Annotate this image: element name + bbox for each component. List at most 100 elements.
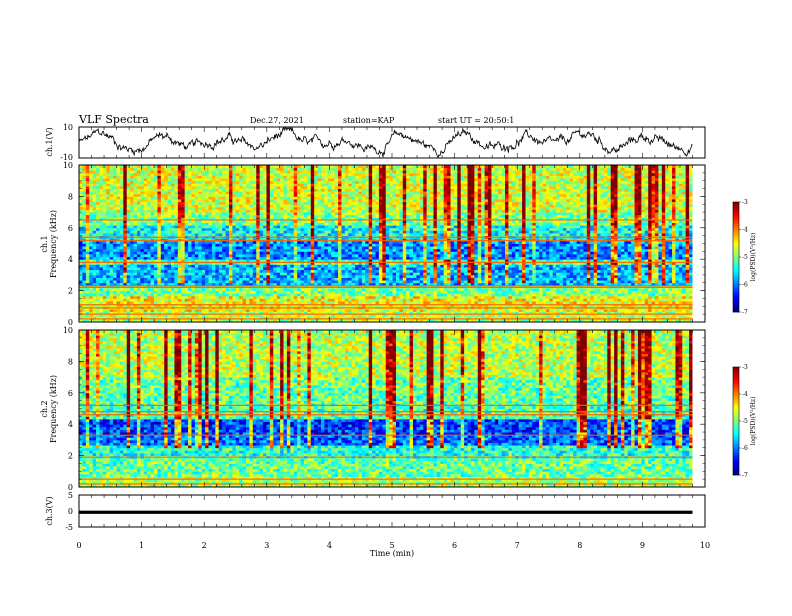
spectrogram-cell — [219, 291, 223, 294]
spectrogram-cell — [324, 270, 328, 273]
spectrogram-cell — [590, 270, 594, 273]
spectrogram-cell — [110, 264, 114, 267]
spectrogram-cell — [273, 298, 277, 301]
spectrogram-cell — [427, 272, 431, 275]
spectrogram-cell — [393, 280, 397, 283]
spectrogram-cell — [624, 278, 628, 281]
spectrogram-cell — [304, 264, 308, 267]
spectrogram-cell — [96, 301, 100, 304]
spectrogram-cell — [682, 272, 686, 275]
spectrogram-cell — [379, 264, 383, 267]
spectrogram-cell — [273, 280, 277, 283]
spectrogram-cell — [624, 291, 628, 294]
spectrogram-cell — [147, 280, 151, 283]
spectrogram-cell — [505, 267, 509, 270]
spectrogram-cell — [120, 309, 124, 312]
spectrogram-cell — [191, 298, 195, 301]
spectrogram-cell — [621, 257, 625, 260]
spectrogram-cell — [283, 272, 287, 275]
spectrogram-cell — [171, 251, 175, 254]
spectrogram-cell — [123, 275, 127, 278]
spectrogram-cell — [168, 291, 172, 294]
spectrogram-cell — [209, 293, 213, 296]
spectrogram-cell — [260, 298, 264, 301]
spectrogram-cell — [563, 301, 567, 304]
spectrogram-cell — [86, 280, 90, 283]
spectrogram-cell — [423, 291, 427, 294]
spectrogram-cell — [263, 309, 267, 312]
spectrogram-cell — [553, 264, 557, 267]
spectrogram-cell — [89, 280, 93, 283]
spectrogram-cell — [451, 278, 455, 281]
spectrogram-cell — [536, 251, 540, 254]
spectrogram-cell — [440, 267, 444, 270]
spectrogram-cell — [328, 291, 332, 294]
spectrogram-cell — [638, 251, 642, 254]
spectrogram-cell — [273, 251, 277, 254]
spectrogram-cell — [348, 270, 352, 273]
spectrogram-cell — [471, 278, 475, 281]
spectrogram-cell — [345, 278, 349, 281]
spectrogram-cell — [338, 291, 342, 294]
spectrogram-cell — [304, 272, 308, 275]
spectrogram-cell — [348, 275, 352, 278]
spectrogram-cell — [246, 309, 250, 312]
spectrogram-cell — [369, 291, 373, 294]
spectrogram-cell — [457, 301, 461, 304]
spectrogram-cell — [215, 309, 219, 312]
spectrogram-cell — [618, 296, 622, 299]
spectrogram-cell — [658, 296, 662, 299]
spectrogram-cell — [611, 270, 615, 273]
spectrogram-cell — [157, 257, 161, 260]
spectrogram-cell — [573, 275, 577, 278]
spectrogram-cell — [116, 275, 120, 278]
spectrogram-cell — [246, 272, 250, 275]
spectrogram-cell — [471, 254, 475, 257]
spectrogram-cell — [178, 280, 182, 283]
spectrogram-cell — [686, 278, 690, 281]
spectrogram-cell — [382, 264, 386, 267]
spectrogram-cell — [157, 264, 161, 267]
spectrogram-cell — [652, 275, 656, 278]
spectrogram-cell — [266, 309, 270, 312]
spectrogram-cell — [294, 298, 298, 301]
spectrogram-cell — [290, 293, 294, 296]
spectrogram-cell — [553, 278, 557, 281]
spectrogram-cell — [331, 309, 335, 312]
spectrogram-cell — [335, 298, 339, 301]
spectrogram-cell — [583, 272, 587, 275]
spectrogram-cell — [618, 254, 622, 257]
spectrogram-cell — [236, 254, 240, 257]
spectrogram-cell — [311, 254, 315, 257]
spectrogram-cell — [621, 254, 625, 257]
spectrogram-cell — [556, 278, 560, 281]
spectrogram-cell — [362, 301, 366, 304]
spectrogram-cell — [164, 272, 168, 275]
spectrogram-cell — [427, 288, 431, 291]
spectrogram-cell — [249, 272, 253, 275]
spectrogram-cell — [365, 254, 369, 257]
spectrogram-cell — [433, 270, 437, 273]
spectrogram-cell — [341, 291, 345, 294]
spectrogram-cell — [498, 278, 502, 281]
spectrogram-cell — [403, 298, 407, 301]
spectrogram-cell — [631, 296, 635, 299]
spectrogram-cell — [314, 257, 318, 260]
spectrogram-cell — [106, 280, 110, 283]
spectrogram-cell — [522, 264, 526, 267]
spectrogram-cell — [229, 275, 233, 278]
spectrogram-cell — [287, 280, 291, 283]
spectrogram-cell — [243, 298, 247, 301]
spectrogram-cell — [536, 291, 540, 294]
spectrogram-cell — [205, 293, 209, 296]
spectrogram-cell — [266, 301, 270, 304]
spectrogram-cell — [324, 272, 328, 275]
spectrogram-cell — [525, 267, 529, 270]
spectrogram-cell — [341, 296, 345, 299]
spectrogram-cell — [618, 272, 622, 275]
spectrogram-cell — [440, 309, 444, 312]
spectrogram-cell — [505, 288, 509, 291]
spectrogram-cell — [205, 254, 209, 257]
spectrogram-cell — [532, 301, 536, 304]
spectrogram-cell — [488, 278, 492, 281]
